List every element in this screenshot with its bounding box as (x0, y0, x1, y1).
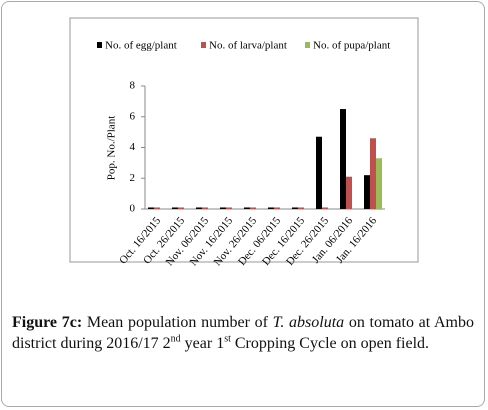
bar (322, 207, 328, 209)
bar (376, 158, 382, 209)
chart-frame (69, 17, 419, 263)
caption-sup: st (224, 333, 231, 345)
y-tick-label: 2 (130, 172, 136, 184)
caption-label: Figure 7c: (12, 314, 83, 331)
caption-species: T. absoluta (272, 314, 345, 331)
caption-text: Mean population number of (86, 314, 273, 331)
caption-text: on tomato at Ambo district during 2016/1… (12, 314, 475, 352)
bar (298, 207, 304, 209)
bar (172, 207, 178, 209)
caption: Figure 7c: Mean population number of T. … (12, 312, 474, 354)
bar (370, 138, 376, 209)
chart: Pop. No./Plant 0 2 4 6 8 No. of egg/plant No. … (69, 17, 419, 268)
bar (220, 207, 226, 209)
bar (364, 175, 370, 209)
bar (178, 207, 184, 209)
legend-swatch (97, 42, 102, 48)
legend-label: No. of larva/plant (209, 40, 287, 52)
legend-label: No. of egg/plant (105, 40, 177, 52)
bar (244, 207, 250, 209)
bar (268, 207, 274, 209)
bar (346, 176, 352, 209)
y-tick-label: 4 (130, 141, 136, 153)
legend-swatch (201, 42, 206, 48)
legend-label: No. of pupa/plant (313, 40, 390, 52)
y-tick-label: 6 (130, 110, 136, 122)
caption-text: year 1 (180, 335, 225, 352)
legend-swatch (305, 42, 310, 48)
bar (202, 207, 208, 209)
bar (196, 207, 202, 209)
bar (154, 207, 160, 209)
y-tick-label: 0 (130, 203, 136, 215)
bar (292, 207, 298, 209)
bar (274, 207, 280, 209)
caption-text: Cropping Cycle on open field. (230, 335, 430, 352)
bar (340, 109, 346, 209)
bar (250, 207, 256, 209)
bar (316, 136, 322, 209)
caption-sup: nd (170, 333, 181, 345)
y-axis-label: Pop. No./Plant (106, 116, 118, 180)
y-tick-label: 8 (130, 80, 136, 92)
bar (148, 207, 154, 209)
bar (226, 207, 232, 209)
